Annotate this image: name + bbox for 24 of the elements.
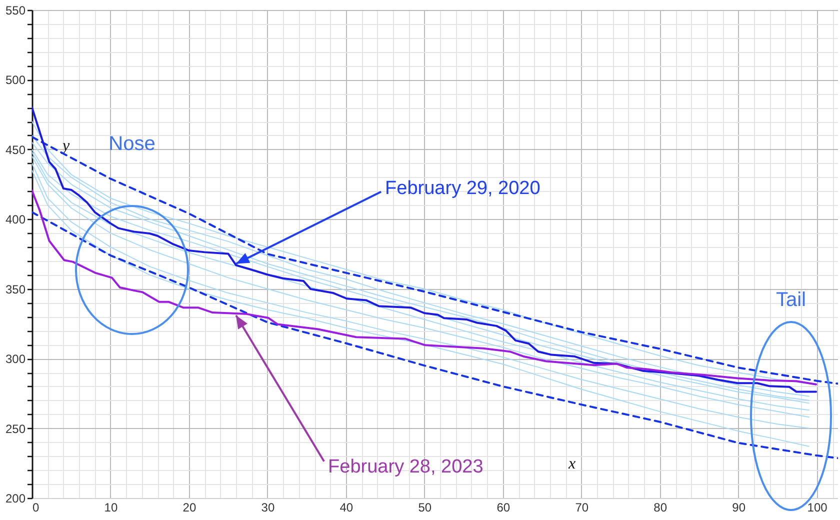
x-tick-label: 60 bbox=[496, 500, 510, 514]
x-tick-label: 40 bbox=[340, 500, 354, 514]
x-tick-label: 100 bbox=[807, 500, 828, 514]
x-tick-label: 70 bbox=[575, 500, 589, 514]
x-tick-label: 80 bbox=[654, 500, 668, 514]
x-tick-label: 90 bbox=[732, 500, 746, 514]
x-tick-label: 10 bbox=[104, 500, 118, 514]
y-tick-label: 500 bbox=[5, 73, 26, 88]
y-tick-label: 350 bbox=[5, 282, 26, 296]
x-tick-label: 0 bbox=[32, 500, 40, 514]
y-tick-label: 300 bbox=[5, 352, 26, 366]
y-tick-label: 550 bbox=[5, 4, 26, 18]
annotation: February 29, 2020 bbox=[385, 178, 540, 199]
x-axis-title: x bbox=[568, 456, 576, 472]
y-tick-label: 250 bbox=[5, 422, 26, 436]
y-tick-label: 200 bbox=[5, 492, 26, 506]
y-tick-label: 400 bbox=[5, 212, 26, 227]
x-tick-label: 20 bbox=[182, 500, 196, 514]
annotation: Tail bbox=[776, 289, 806, 311]
x-tick-label: 50 bbox=[418, 500, 432, 514]
annotation: Nose bbox=[108, 133, 156, 155]
y-tick-label: 450 bbox=[5, 142, 26, 157]
annotation: February 28, 2023 bbox=[328, 456, 484, 478]
x-tick-label: 30 bbox=[261, 500, 275, 514]
